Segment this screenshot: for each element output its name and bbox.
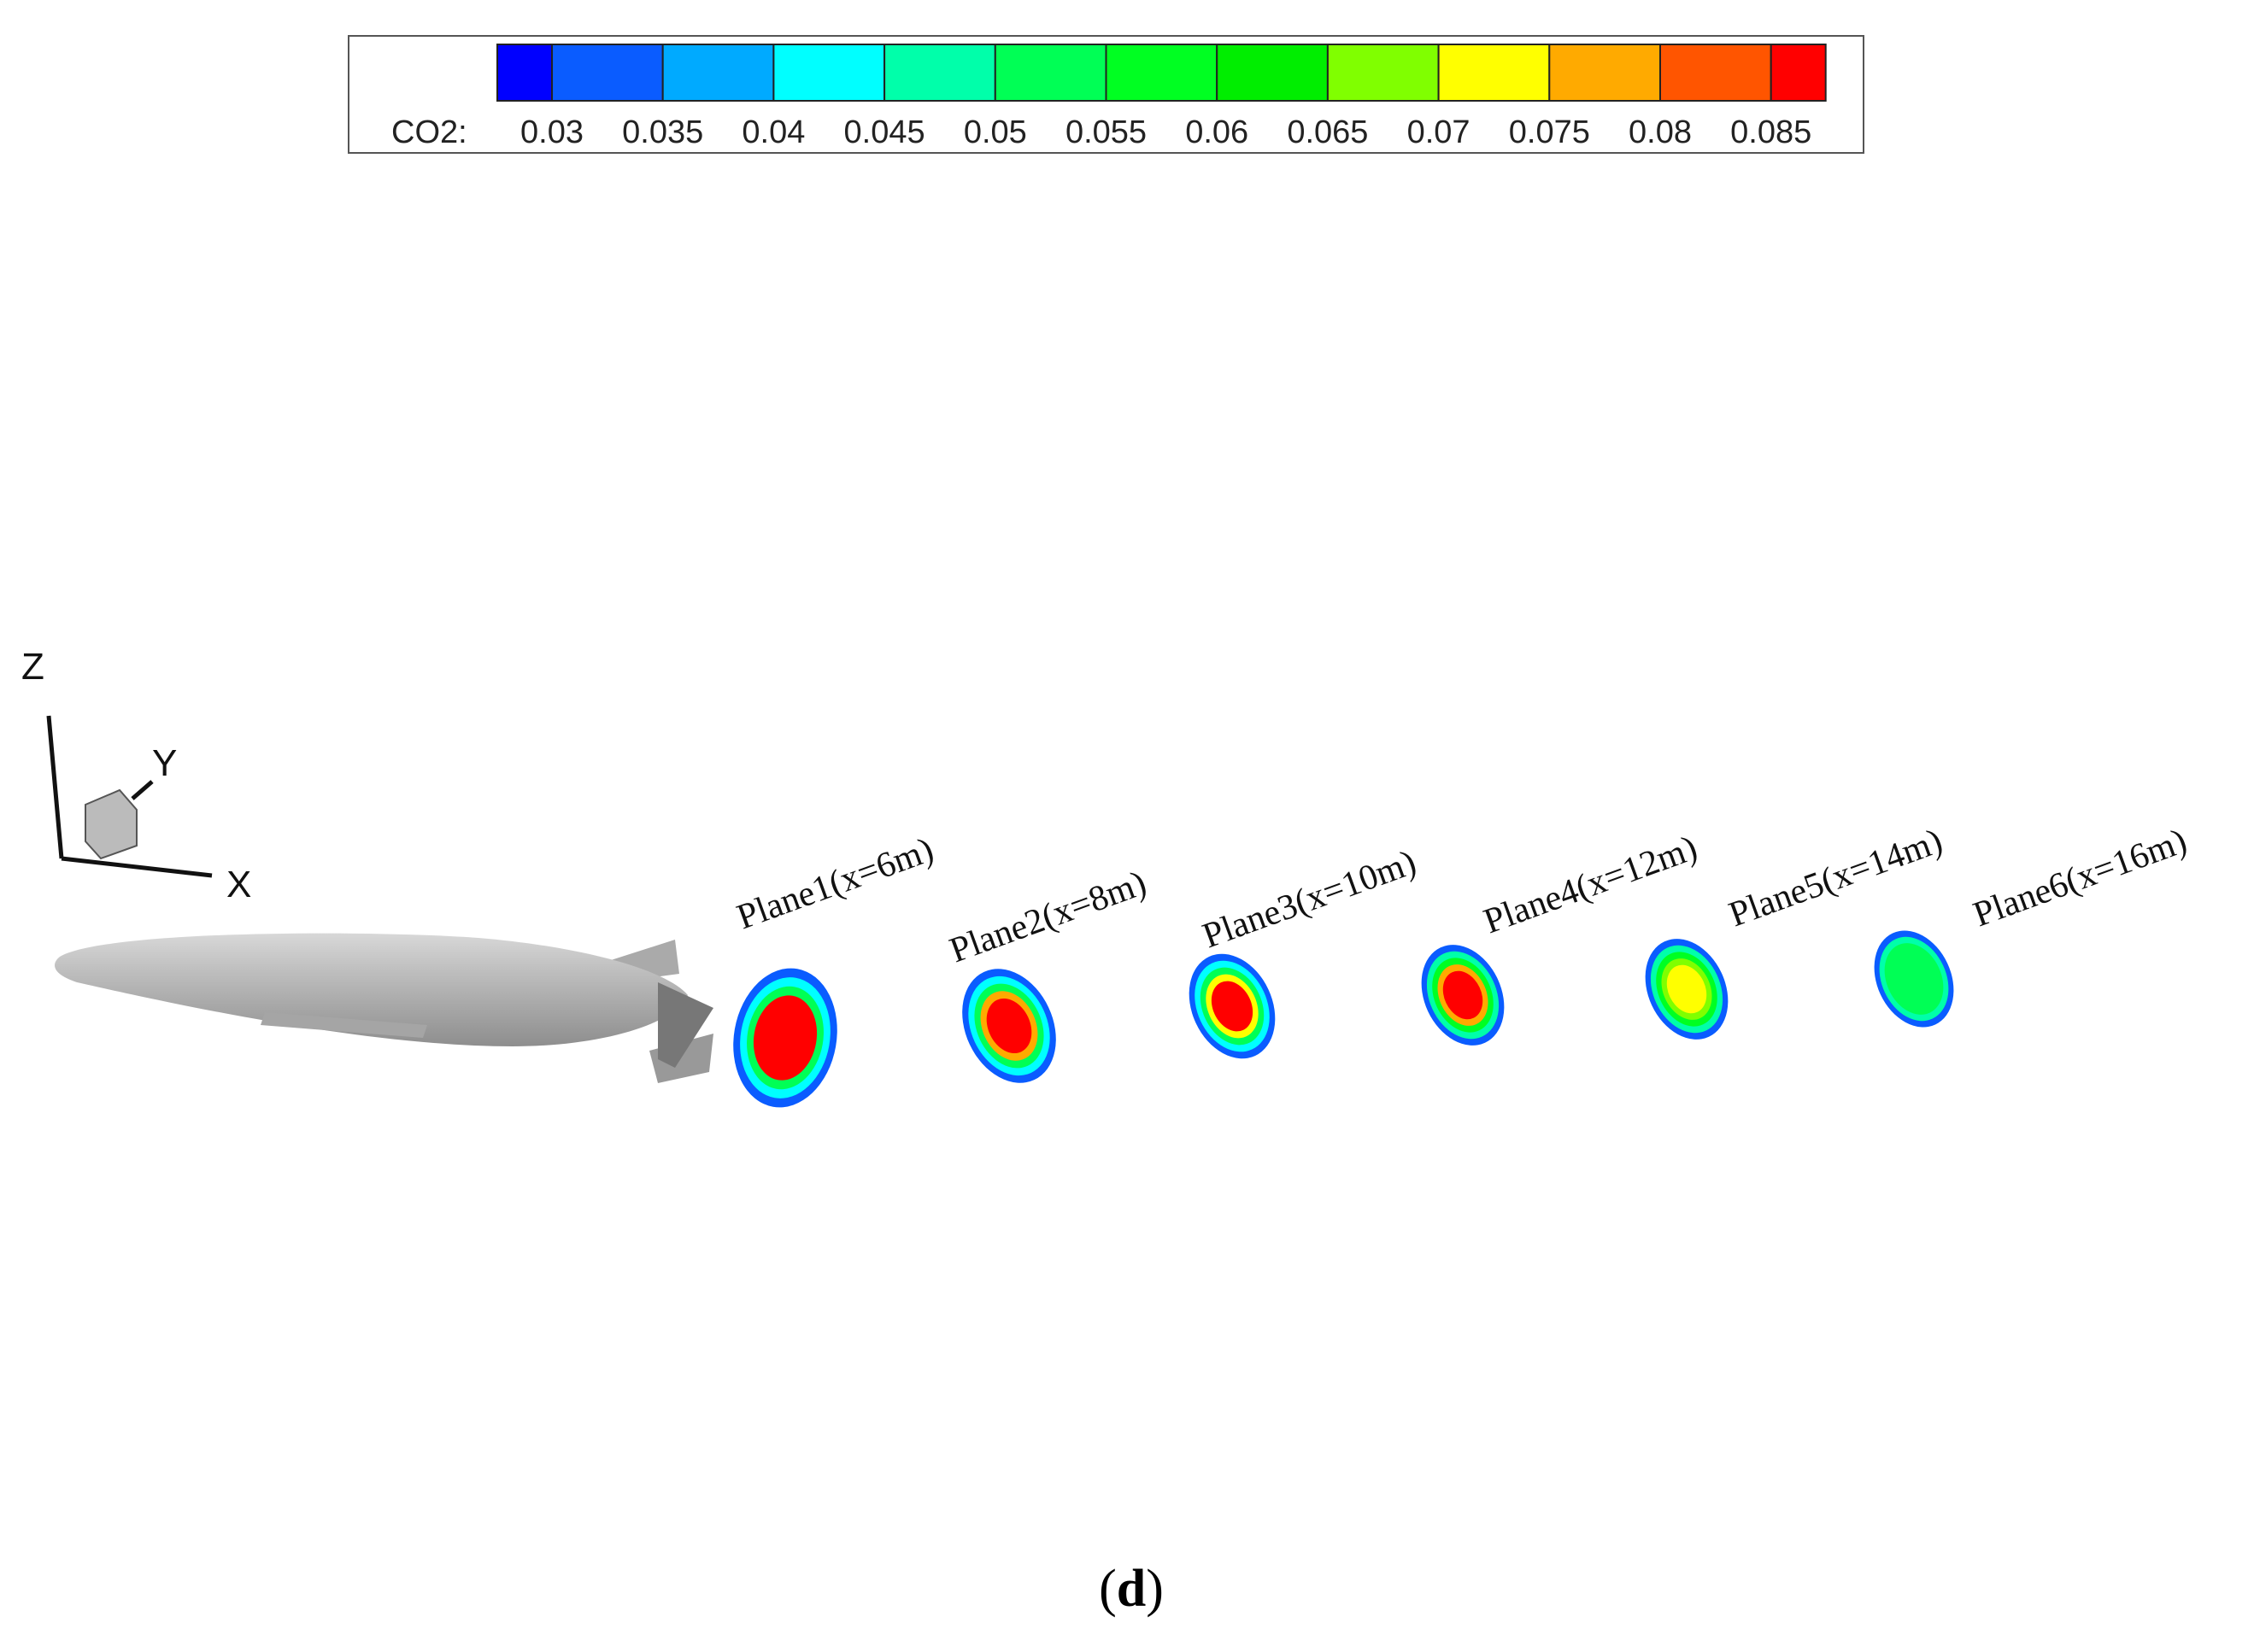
plane-contour [1874,930,1954,1028]
color-swatch [772,44,886,102]
tick-label: 0.065 [1287,114,1368,150]
color-swatch [661,44,775,102]
axis-triad [46,715,213,878]
color-swatch [1326,44,1440,102]
plane-label: Plane3(x=10m) [1198,843,1422,957]
tick-label: 0.04 [742,114,805,150]
color-swatch [1548,44,1662,102]
axis-label: Z [21,646,44,688]
plane-contour [1189,953,1276,1059]
color-swatch [496,44,553,102]
tick-label: 0.08 [1629,114,1692,150]
plane-contour [733,968,837,1108]
color-swatch [1216,44,1329,102]
contour-band [986,998,1032,1054]
plane-label: Plane5(x=14m) [1724,822,1948,935]
tick-label: 0.075 [1509,114,1590,150]
axis-label: Y [152,742,177,784]
plane-label: Plane1(x=6m) [732,830,939,938]
color-swatch [1770,44,1827,102]
tick-label: 0.07 [1407,114,1470,150]
airship [55,933,713,1083]
plane-contour [1421,945,1505,1046]
contour-band [1211,981,1253,1032]
tick-label: 0.035 [622,114,703,150]
caption: (d) [1099,1560,1164,1618]
contour-band [1442,970,1483,1020]
plane-contour [1645,939,1729,1040]
plane-label: Plane4(x=12m) [1479,829,1703,942]
color-swatch [551,44,664,102]
caption-paren: ( [1099,1560,1117,1618]
legend-label: CO2: [391,114,467,150]
contour-band [1884,943,1944,1015]
contour-band [1666,964,1707,1014]
caption-paren: ) [1146,1560,1164,1618]
color-swatch [994,44,1107,102]
colorbar: 0.03 0.035 0.04 0.045 0.05 0.055 0.06 0.065 0.07… [496,44,1827,150]
tick-label: 0.05 [964,114,1027,150]
color-swatch [1437,44,1551,102]
tick-label: 0.085 [1730,114,1811,150]
plane-label: Plane2(x=8m) [945,864,1152,971]
axis-label: X [226,864,251,905]
caption-letter: d [1117,1560,1146,1618]
plane-contour [962,969,1056,1083]
planes: Plane1(x=6m) Plane2(x=8m) Plane3(x=10m) Pla… [732,822,2192,1108]
tick-label: 0.03 [520,114,584,150]
plane-label: Plane6(x=16m) [1969,822,2192,935]
tick-label: 0.055 [1065,114,1147,150]
color-swatch [883,44,996,102]
tick-label: 0.06 [1185,114,1248,150]
contour-band [753,995,818,1081]
color-swatch [1105,44,1218,102]
tick-label: 0.045 [844,114,925,150]
color-swatch [1659,44,1772,102]
